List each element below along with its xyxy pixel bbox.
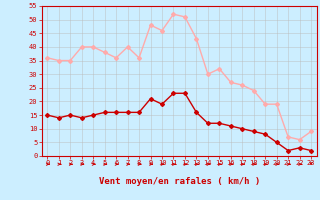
X-axis label: Vent moyen/en rafales ( km/h ): Vent moyen/en rafales ( km/h )	[99, 177, 260, 186]
